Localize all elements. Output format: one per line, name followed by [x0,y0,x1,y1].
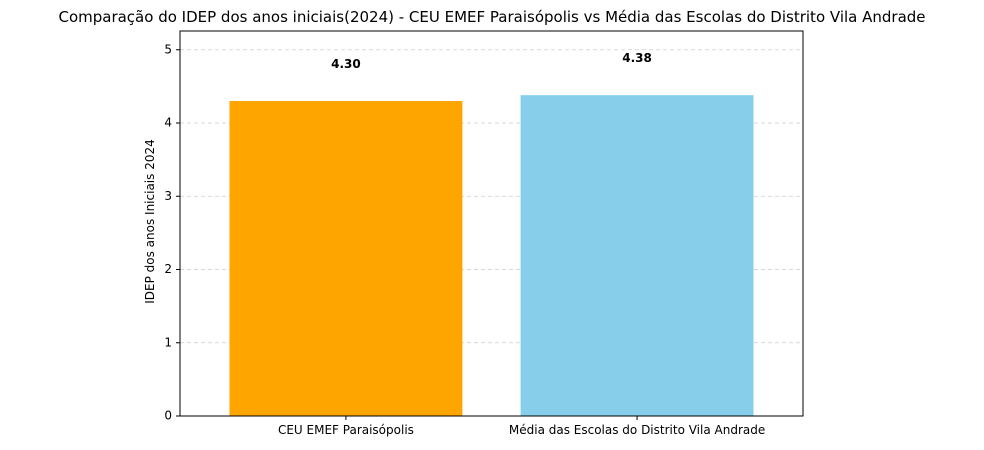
y-tick-label: 4 [164,116,172,130]
x-tick-label: CEU EMEF Paraisópolis [278,423,414,437]
x-axis-ticks: CEU EMEF Paraisópolis Média das Escolas d… [278,416,765,437]
bar-value-label: 4.30 [331,57,361,71]
bar [229,101,463,416]
bar-value-label: 4.38 [622,51,652,65]
x-tick-label: Média das Escolas do Distrito Vila Andra… [509,423,765,437]
y-axis-ticks: 0 1 2 3 4 5 [164,42,180,423]
y-tick-label: 1 [164,335,172,349]
y-tick-label: 2 [164,262,172,276]
plot-area-frame [179,30,804,417]
y-tick-label: 3 [164,189,172,203]
chart-title: Comparação do IDEP dos anos iniciais(202… [58,8,925,26]
value-labels: 4.30 4.38 [331,51,652,71]
y-tick-label: 0 [164,409,172,423]
bar [520,95,754,417]
y-tick-label: 5 [164,42,172,56]
bars [229,95,754,417]
y-axis-label: IDEP dos anos Iniciais 2024 [143,139,157,304]
